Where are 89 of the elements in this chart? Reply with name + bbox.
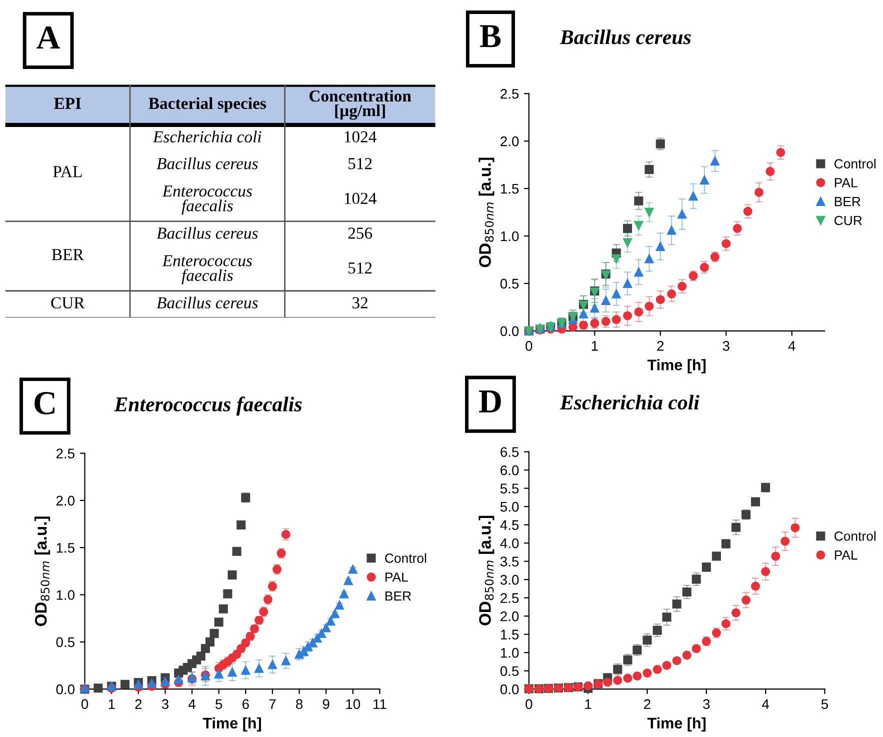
legend-label: CUR — [834, 216, 862, 226]
y-tick-label: 5.0 — [500, 502, 519, 512]
text: D — [479, 390, 501, 412]
chart-title: Escherichia coli — [560, 394, 700, 410]
category-label: Concentration [µg/ml] — [310, 90, 412, 120]
text: A — [36, 26, 60, 49]
chart-title: Bacillus cereus — [560, 30, 691, 44]
x-tick-label: 0 — [526, 699, 532, 710]
x-tick-label: 7 — [269, 699, 276, 709]
y-tick-label: 1.5 — [500, 184, 519, 194]
y-tick-label: 1.0 — [500, 648, 519, 658]
y-tick-label: 1.5 — [500, 630, 519, 640]
x-tick-label: 1 — [592, 341, 598, 351]
y-tick-label: 1.0 — [56, 590, 75, 600]
legend-label: PAL — [834, 550, 858, 560]
legend-label: BER — [834, 197, 860, 206]
x-tick-label: 0 — [81, 699, 88, 710]
y-tick-label: 3.5 — [500, 556, 519, 566]
text: 512 — [348, 262, 372, 274]
x-tick-label: 0 — [526, 341, 532, 351]
x-tick-label: 2 — [644, 699, 650, 709]
y-tick-label: 0.0 — [500, 326, 519, 336]
legend-label: BER — [386, 591, 411, 601]
y-tick-label: 2.5 — [500, 593, 519, 603]
text: B — [480, 25, 501, 48]
category-label: Bacterial species — [148, 97, 266, 112]
y-tick-label: 3.0 — [500, 574, 519, 585]
y-tick-label: 0.5 — [56, 637, 74, 648]
x-tick-label: 11 — [374, 699, 386, 709]
text: 256 — [348, 228, 372, 239]
legend-label: PAL — [834, 178, 858, 188]
y-tick-label: 2.5 — [56, 448, 74, 458]
text: Bacillus cereus — [156, 158, 258, 170]
x-tick-label: 2 — [657, 341, 664, 351]
y-tick-label: 4.0 — [500, 538, 519, 548]
y-tick-label: 5.5 — [500, 484, 519, 494]
legend-label: Control — [834, 158, 876, 168]
y-tick-label: 2.0 — [56, 496, 75, 506]
y-tick-label: 1.0 — [500, 231, 519, 242]
y-tick-label: 2.5 — [500, 88, 519, 99]
text: PAL — [53, 166, 82, 178]
y-tick-label: 0.0 — [500, 684, 519, 694]
y-tick-label: 1.5 — [56, 543, 74, 553]
legend-label: Control — [385, 553, 426, 563]
category-label: EPI — [54, 98, 81, 109]
text: Bacillus cereus — [156, 227, 258, 239]
y-axis-title: OD$_{850nm}$ [a.u.] — [478, 516, 494, 626]
y-axis-title: OD$_{850nm}$ [a.u.] — [478, 158, 494, 268]
text: Enterococcus faecalis — [162, 255, 252, 284]
x-tick-label: 3 — [722, 341, 730, 351]
x-tick-label: 1 — [108, 699, 115, 709]
y-tick-label: 6.0 — [500, 465, 519, 476]
chart-title: Enterococcus faecalis — [114, 396, 302, 416]
text: 512 — [348, 158, 372, 170]
y-tick-label: 0.5 — [500, 278, 519, 289]
text: 1024 — [344, 192, 376, 204]
x-tick-label: 4 — [788, 341, 796, 351]
x-axis-title: Time [h] — [202, 717, 261, 732]
y-tick-label: 0.5 — [500, 666, 519, 676]
x-tick-label: 9 — [322, 699, 330, 710]
text: Escherichia coli — [152, 130, 262, 142]
y-tick-label: 2.0 — [500, 136, 519, 146]
x-tick-label: 10 — [346, 699, 360, 710]
x-tick-label: 4 — [188, 699, 196, 709]
text: 32 — [352, 297, 368, 308]
x-tick-label: 5 — [821, 699, 828, 710]
y-tick-label: 0.0 — [56, 684, 75, 694]
x-tick-label: 5 — [216, 699, 222, 710]
text: Enterococcus faecalis — [162, 186, 252, 215]
text: CUR — [51, 297, 85, 308]
x-tick-label: 3 — [703, 699, 710, 710]
legend-label: Control — [834, 531, 876, 541]
x-tick-label: 1 — [585, 699, 592, 709]
x-axis-title: Time [h] — [647, 359, 706, 374]
text: Bacillus cereus — [156, 296, 258, 308]
x-tick-label: 8 — [296, 699, 303, 710]
x-tick-label: 2 — [135, 699, 142, 709]
y-tick-label: 4.5 — [500, 520, 519, 530]
y-tick-label: 2.0 — [500, 611, 519, 622]
x-tick-label: 4 — [762, 699, 770, 709]
text: BER — [52, 249, 84, 260]
y-tick-label: 6.5 — [500, 447, 519, 457]
x-axis-title: Time [h] — [647, 717, 706, 732]
legend-label: PAL — [386, 572, 408, 582]
text: 1024 — [344, 131, 376, 142]
text: C — [34, 392, 54, 414]
x-tick-label: 6 — [242, 699, 249, 710]
x-tick-label: 3 — [162, 699, 168, 710]
y-axis-title: OD$_{850nm}$ [a.u.] — [34, 516, 50, 626]
